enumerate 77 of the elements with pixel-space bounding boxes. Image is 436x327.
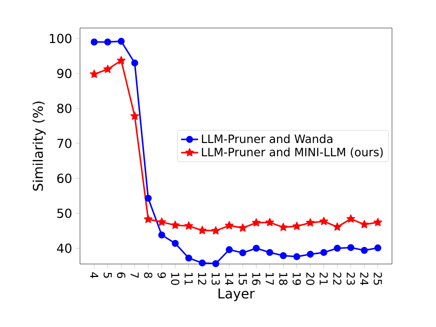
- y-tick-label: 100: [50, 34, 72, 44]
- point: [198, 226, 207, 234]
- point: [116, 56, 126, 64]
- point: [320, 248, 328, 256]
- point: [211, 226, 220, 235]
- x-tick-label: 15: [238, 272, 247, 285]
- x-tick-label: 5: [104, 272, 112, 278]
- point: [90, 70, 98, 78]
- x-tick-label: 6: [117, 272, 126, 278]
- legend-label: LLM-Pruner and MINI-LLM (ours): [202, 147, 383, 158]
- x-tick-label: 22: [333, 272, 342, 285]
- x-tick-label: 12: [198, 272, 206, 285]
- point: [170, 220, 180, 229]
- point: [278, 222, 288, 232]
- point: [374, 244, 382, 252]
- point: [212, 260, 220, 268]
- point: [292, 222, 302, 230]
- x-tick-label: 21: [320, 272, 328, 285]
- x-tick-label: 10: [171, 272, 180, 285]
- x-tick-label: 24: [360, 272, 368, 286]
- x-tick-label: 7: [130, 272, 139, 278]
- point: [333, 222, 342, 231]
- point: [184, 221, 194, 230]
- point: [185, 254, 192, 262]
- point: [224, 221, 234, 230]
- point: [280, 252, 287, 260]
- point: [131, 59, 138, 66]
- y-tick-label: 60: [57, 174, 72, 184]
- point: [172, 240, 179, 247]
- point: [306, 250, 314, 258]
- point: [360, 220, 369, 228]
- x-tick-label: 20: [306, 272, 314, 285]
- point: [293, 253, 300, 260]
- point: [374, 218, 382, 226]
- x-tick-label: 18: [279, 272, 288, 285]
- y-tick-label: 40: [56, 244, 72, 253]
- point: [320, 216, 328, 226]
- x-tick-label: 9: [158, 272, 166, 278]
- y-tick-label: 80: [57, 104, 72, 114]
- point: [118, 38, 125, 45]
- point: [238, 224, 248, 232]
- point: [90, 38, 98, 46]
- point: [334, 244, 341, 252]
- point: [306, 218, 315, 226]
- x-tick-label: 13: [212, 272, 220, 285]
- point: [198, 259, 206, 266]
- x-tick-label: 11: [184, 272, 193, 285]
- x-tick-label: 4: [90, 272, 98, 278]
- point: [266, 248, 274, 256]
- point: [144, 194, 152, 202]
- x-tick-label: 8: [144, 272, 152, 278]
- x-axis-title: Layer: [218, 288, 255, 302]
- x-tick-label: 25: [374, 272, 382, 285]
- x-tick-label: 23: [346, 272, 355, 285]
- x-tick-label: 17: [266, 272, 274, 285]
- y-tick-label: 90: [57, 68, 72, 78]
- point: [104, 38, 112, 46]
- point: [239, 249, 246, 256]
- point: [130, 112, 139, 120]
- x-tick-label: 16: [252, 272, 260, 286]
- point: [346, 214, 356, 223]
- point: [252, 218, 261, 226]
- point: [347, 244, 354, 252]
- point: [252, 244, 260, 252]
- x-tick-label: 19: [292, 272, 301, 285]
- x-tick-label: 14: [225, 272, 234, 286]
- point: [265, 218, 274, 226]
- y-axis-title: Similarity (%): [32, 102, 46, 191]
- point: [360, 246, 368, 254]
- y-tick-label: 70: [57, 138, 72, 148]
- point: [103, 64, 112, 73]
- legend-label: LLM-Pruner and Wanda: [202, 134, 332, 144]
- point: [144, 214, 152, 223]
- point: [157, 218, 166, 226]
- point: [226, 246, 233, 254]
- point: [158, 231, 166, 238]
- y-tick-label: 50: [57, 208, 72, 218]
